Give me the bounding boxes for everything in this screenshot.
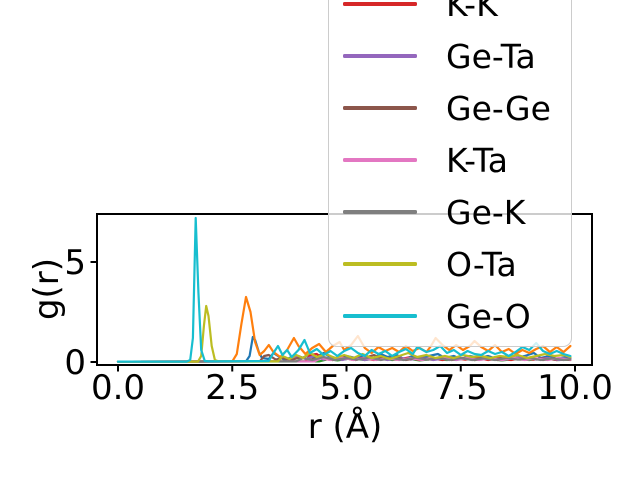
legend-entry-label: K-K (446, 0, 498, 24)
legend-line-sample (343, 314, 417, 318)
legend-line-sample (343, 210, 417, 214)
series-line-O-Ta (116, 304, 572, 363)
legend-entry-label: Ge-O (446, 296, 531, 336)
legend-entry-label: Ge-K (446, 192, 526, 232)
x-tick-label: 10.0 (537, 368, 613, 408)
legend-line-sample (343, 158, 417, 162)
legend-entry: Ge-O (329, 290, 571, 342)
legend-entry: K-Ta (329, 134, 571, 186)
legend-entry-label: Ge-Ge (446, 88, 551, 128)
legend-line-sample (343, 106, 417, 110)
y-tick-label: 0 (64, 343, 86, 383)
y-axis-label: g(r) (27, 258, 67, 320)
x-tick-label: 5.0 (319, 368, 373, 408)
legend-entry: Ge-K (329, 186, 571, 238)
tick-labels-layer: 0.0 2.5 5.0 7.5 10.0 0 5 (64, 243, 612, 408)
y-tick-label: 5 (64, 243, 86, 283)
legend-entry-label: K-Ta (446, 140, 508, 180)
series-line-Ge-O (116, 216, 572, 363)
legend-line-sample (343, 262, 417, 266)
ticks-layer (90, 261, 576, 372)
legend: K-K Ge-Ta Ge-Ge K-Ta Ge-K O-Ta Ge-O (328, 0, 572, 347)
curves-layer (116, 216, 572, 363)
legend-entry: K-K (329, 0, 571, 30)
legend-entry: Ge-Ta (329, 30, 571, 82)
x-tick-label: 0.0 (91, 368, 145, 408)
legend-entry: O-Ta (329, 238, 571, 290)
legend-entry-label: O-Ta (446, 244, 517, 284)
legend-line-sample (343, 2, 417, 6)
x-axis-label: r (Å) (308, 406, 383, 447)
legend-line-sample (343, 54, 417, 58)
series-line-unlabeled-orange (116, 295, 572, 363)
x-tick-label: 7.5 (434, 368, 488, 408)
legend-entry: Ge-Ge (329, 82, 571, 134)
legend-entry-label: Ge-Ta (446, 36, 536, 76)
x-tick-label: 2.5 (205, 368, 259, 408)
